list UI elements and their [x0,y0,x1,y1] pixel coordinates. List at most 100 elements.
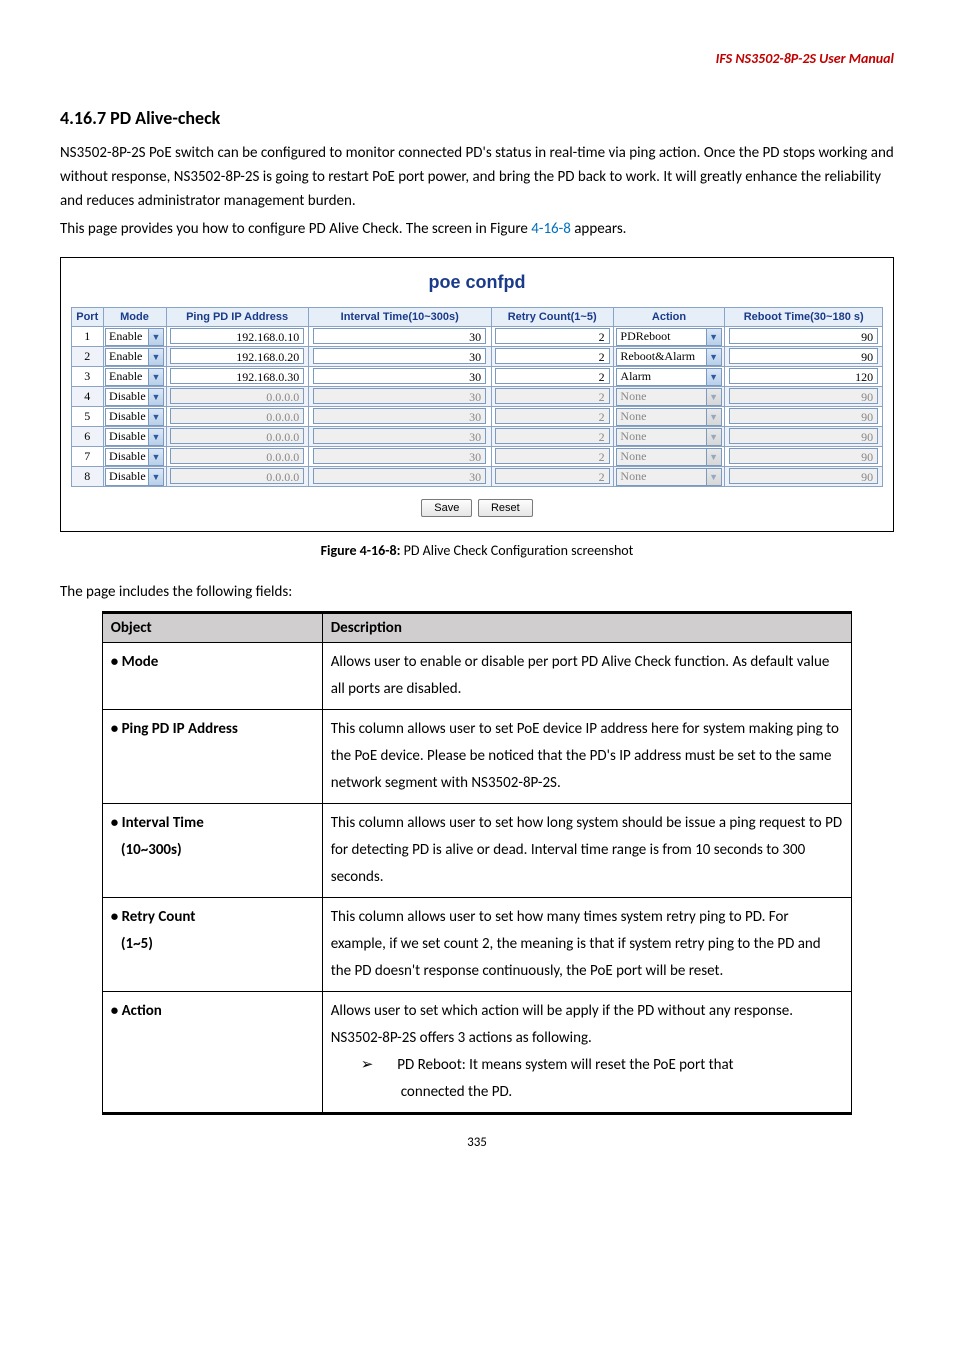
retry-input[interactable]: 2 [495,368,610,384]
action-select: None▼ [616,428,721,446]
port-cell: 4 [72,387,104,407]
fields-intro: The page includes the following fields: [60,583,894,601]
ip-input: 0.0.0.0 [170,468,304,484]
mode-select[interactable]: Disable▼ [105,468,164,486]
retry-input: 2 [495,408,610,424]
page-number: 335 [60,1135,894,1150]
col-reboot: Reboot Time(30~180 s) [725,308,883,327]
manual-title: IFS NS3502-8P-2S User Manual [60,50,894,67]
action-select[interactable]: Alarm▼ [616,368,721,386]
port-cell: 1 [72,327,104,347]
chevron-down-icon: ▼ [706,429,721,445]
reboot-input: 90 [729,448,878,464]
description-table: Object Description ModeAllows user to en… [102,611,853,1115]
action-select[interactable]: PDReboot▼ [616,328,721,346]
desc-object: Mode [102,643,322,710]
chevron-down-icon: ▼ [706,349,721,365]
mode-select[interactable]: Disable▼ [105,408,164,426]
save-button[interactable]: Save [421,499,472,517]
reboot-input: 90 [729,428,878,444]
interval-input: 30 [313,428,486,444]
col-retry: Retry Count(1~5) [491,308,613,327]
reset-button[interactable]: Reset [478,499,533,517]
col-mode: Mode [103,308,166,327]
desc-text: This column allows user to set how many … [322,898,852,992]
desc-text: This column allows user to set PoE devic… [322,710,852,804]
interval-input[interactable]: 30 [313,328,486,344]
chevron-down-icon: ▼ [706,369,721,385]
port-cell: 7 [72,447,104,467]
paragraph-2a: This page provides you how to configure … [60,220,531,238]
chevron-down-icon: ▼ [706,329,721,345]
paragraph-1: NS3502-8P-2S PoE switch can be configure… [60,141,894,213]
section-heading: 4.16.7 PD Alive-check [60,107,894,129]
desc-header-object: Object [102,613,322,643]
col-port: Port [72,308,104,327]
chevron-down-icon: ▼ [148,389,163,405]
chevron-down-icon: ▼ [706,389,721,405]
chevron-down-icon: ▼ [148,429,163,445]
chevron-down-icon: ▼ [706,469,721,485]
action-select: None▼ [616,468,721,486]
reboot-input[interactable]: 120 [729,368,878,384]
figure-caption: Figure 4-16-8: PD Alive Check Configurat… [60,542,894,559]
chevron-down-icon: ▼ [706,409,721,425]
paragraph-2: This page provides you how to configure … [60,217,894,241]
retry-input: 2 [495,448,610,464]
reboot-input[interactable]: 90 [729,348,878,364]
port-cell: 6 [72,427,104,447]
mode-select[interactable]: Enable▼ [105,368,164,386]
mode-select[interactable]: Disable▼ [105,428,164,446]
desc-object: Ping PD IP Address [102,710,322,804]
port-cell: 5 [72,407,104,427]
action-select: None▼ [616,448,721,466]
chevron-down-icon: ▼ [148,349,163,365]
retry-input[interactable]: 2 [495,328,610,344]
ip-input[interactable]: 192.168.0.10 [170,328,304,344]
ip-input: 0.0.0.0 [170,388,304,404]
interval-input[interactable]: 30 [313,348,486,364]
figure-caption-bold: Figure 4-16-8: [321,542,401,559]
desc-object: Interval Time (10~300s) [102,804,322,898]
desc-text: Allows user to enable or disable per por… [322,643,852,710]
ip-input: 0.0.0.0 [170,448,304,464]
action-select: None▼ [616,408,721,426]
desc-text: Allows user to set which action will be … [322,992,852,1114]
reboot-input: 90 [729,468,878,484]
figure-title: poe confpd [71,272,883,293]
chevron-down-icon: ▼ [706,449,721,465]
action-select: None▼ [616,388,721,406]
port-cell: 3 [72,367,104,387]
reboot-input: 90 [729,388,878,404]
action-select[interactable]: Reboot&Alarm▼ [616,348,721,366]
figure-link: 4-16-8 [531,220,571,238]
chevron-down-icon: ▼ [148,449,163,465]
ip-input: 0.0.0.0 [170,428,304,444]
col-ip: Ping PD IP Address [166,308,308,327]
reboot-input: 90 [729,408,878,424]
mode-select[interactable]: Disable▼ [105,448,164,466]
mode-select[interactable]: Enable▼ [105,328,164,346]
reboot-input[interactable]: 90 [729,328,878,344]
chevron-down-icon: ▼ [148,329,163,345]
port-cell: 2 [72,347,104,367]
retry-input[interactable]: 2 [495,348,610,364]
ip-input[interactable]: 192.168.0.20 [170,348,304,364]
port-cell: 8 [72,467,104,487]
desc-object: Retry Count (1~5) [102,898,322,992]
chevron-down-icon: ▼ [148,409,163,425]
config-table: Port Mode Ping PD IP Address Interval Ti… [71,307,883,487]
mode-select[interactable]: Enable▼ [105,348,164,366]
mode-select[interactable]: Disable▼ [105,388,164,406]
retry-input: 2 [495,428,610,444]
chevron-down-icon: ▼ [148,369,163,385]
interval-input: 30 [313,448,486,464]
retry-input: 2 [495,388,610,404]
ip-input[interactable]: 192.168.0.30 [170,368,304,384]
screenshot-figure: poe confpd Port Mode Ping PD IP Address … [60,257,894,532]
figure-caption-text: PD Alive Check Configuration screenshot [400,542,633,559]
desc-object: Action [102,992,322,1114]
interval-input[interactable]: 30 [313,368,486,384]
paragraph-2b: appears. [571,220,627,238]
col-action: Action [613,308,725,327]
